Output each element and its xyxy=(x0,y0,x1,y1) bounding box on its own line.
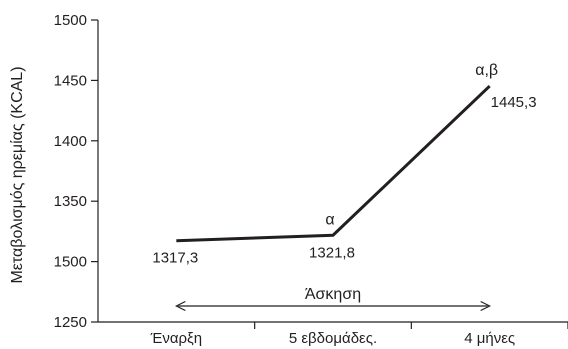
series-line xyxy=(176,84,491,243)
bracket-arrow-left xyxy=(174,300,186,312)
y-tick-label: 1500 xyxy=(54,254,87,271)
y-axis-ticks: 1500 1450 1400 1350 1500 1250 xyxy=(54,12,98,331)
significance-annotation: α,β xyxy=(475,62,498,79)
data-label: 1321,8 xyxy=(309,244,355,261)
y-tick-label: 1350 xyxy=(54,193,87,210)
significance-annotation: α xyxy=(325,211,334,228)
exercise-bracket: Άσκηση xyxy=(174,286,492,312)
y-axis-label: Μεταβολισμός ηρεμίας (KCAL) xyxy=(9,66,26,283)
x-tick-label: 4 μήνες xyxy=(464,330,515,347)
x-tick-label: 5 εβδομάδες. xyxy=(289,330,377,347)
x-tick-label: Έναρξη xyxy=(150,330,203,347)
bracket-label: Άσκηση xyxy=(305,286,361,303)
bracket-arrow-right xyxy=(480,300,492,312)
y-tick-label: 1450 xyxy=(54,72,87,89)
series-group: 1317,3 1321,8 α 1445,3 α,β xyxy=(152,62,536,267)
y-tick-label: 1400 xyxy=(54,133,87,150)
y-tick-label: 1250 xyxy=(54,314,87,331)
data-label: 1317,3 xyxy=(152,250,198,267)
data-label: 1445,3 xyxy=(491,94,537,111)
x-axis-ticks: Έναρξη 5 εβδομάδες. 4 μήνες xyxy=(150,322,568,347)
axes xyxy=(97,20,568,323)
y-tick-label: 1500 xyxy=(54,12,87,29)
